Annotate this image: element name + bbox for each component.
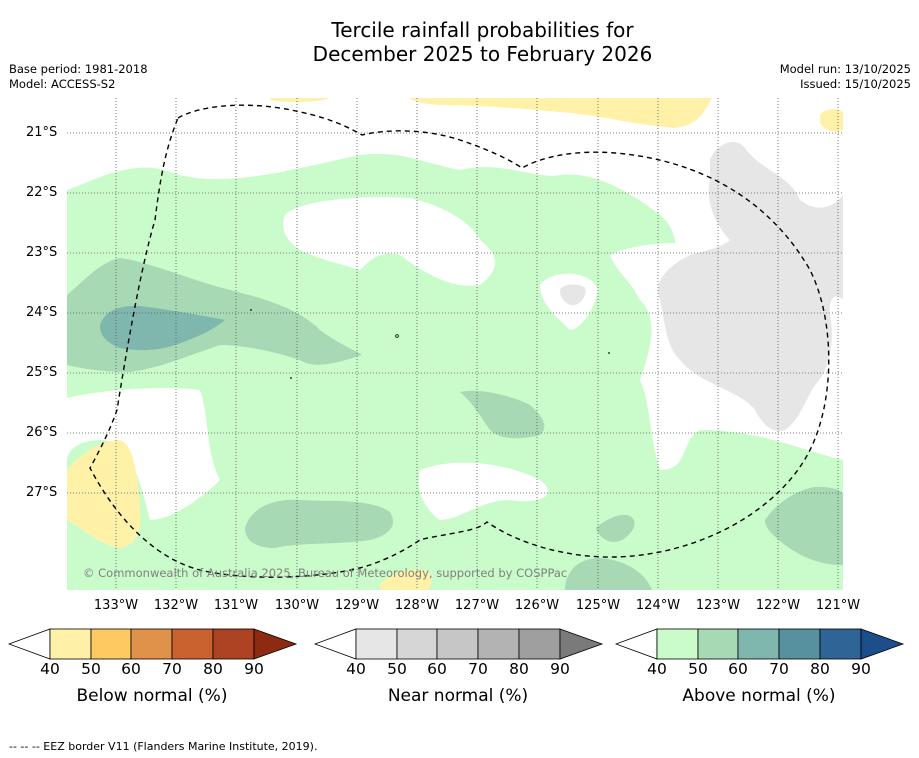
model-run: Model run: 13/10/2025 [779,62,911,76]
above-tick-60: 60 [728,660,748,678]
below-normal-40-north [270,98,712,128]
island-markers [250,309,610,379]
lat-label-25: 25°S [26,365,58,380]
above-normal-bin-3 [737,628,780,660]
above-normal-50-centre [460,390,545,439]
lon-label-131: 131°W [213,598,259,613]
eez-border [89,104,830,578]
below-normal-bin-1 [49,628,92,660]
neutral-patch-south [418,462,549,520]
above-normal-50-east [765,486,843,565]
neutral-patch-north [283,197,495,286]
near-tick-50: 50 [387,660,407,678]
near-normal-bin-3 [436,628,479,660]
run-info: Model run: 13/10/2025 Issued: 15/10/2025 [780,62,911,92]
above-normal-bin-2 [697,628,739,660]
graticule [67,98,843,590]
above-normal-overflow [860,628,905,660]
lon-label-123: 123°W [695,598,741,613]
above-normal-50-bottom [565,558,652,590]
above-tick-40: 40 [647,660,667,678]
above-normal-bin-4 [778,628,821,660]
near-normal-label: Near normal (%) [387,686,529,706]
above-tick-70: 70 [769,660,789,678]
lon-label-125: 125°W [575,598,621,613]
title-line-1: Tercile rainfall probabilities for [331,18,634,42]
near-normal-bin-4 [477,628,520,660]
near-tick-60: 60 [427,660,447,678]
below-normal-40-ne [820,109,843,132]
near-normal-bin-5 [518,628,561,660]
lon-label-130: 130°W [274,598,320,613]
above-normal-underflow [615,628,658,660]
near-tick-70: 70 [468,660,488,678]
issued-date: Issued: 15/10/2025 [800,77,911,91]
below-normal-bin-2 [90,628,132,660]
below-tick-80: 80 [203,660,223,678]
lon-label-128: 128°W [394,598,440,613]
lon-label-126: 126°W [514,598,560,613]
below-tick-40: 40 [40,660,60,678]
above-tick-80: 80 [810,660,830,678]
below-tick-60: 60 [121,660,141,678]
lat-label-24: 24°S [26,305,58,320]
near-normal-40-small [560,284,586,306]
base-period: Base period: 1981-2018 [9,62,148,76]
title-line-2: December 2025 to February 2026 [312,42,653,66]
near-normal-underflow [314,628,357,660]
near-normal-40-east [658,141,843,431]
below-normal-underflow [8,628,51,660]
lon-label-124: 124°W [635,598,681,613]
above-normal-60-west [100,305,225,351]
above-normal-bin-1 [656,628,699,660]
below-normal-bin-4 [171,628,214,660]
above-normal-bin-5 [819,628,862,660]
chart-title: Tercile rainfall probabilities for Decem… [0,18,919,66]
below-normal-label: Below normal (%) [76,686,228,706]
below-tick-50: 50 [81,660,101,678]
above-normal-colorbar [615,628,905,660]
near-normal-bin-1 [355,628,398,660]
above-tick-90: 90 [851,660,871,678]
near-tick-90: 90 [550,660,570,678]
copyright-notice: © Commonwealth of Australia 2025, Bureau… [83,566,568,580]
neutral-patch-southwest [67,387,220,520]
below-normal-bin-5 [212,628,255,660]
near-normal-colorbar [314,628,604,660]
below-tick-90: 90 [244,660,264,678]
lat-label-22: 22°S [26,185,58,200]
above-normal-50-south-east [596,514,635,542]
below-normal-40-south [380,569,432,590]
lon-label-133: 133°W [93,598,139,613]
below-normal-overflow [253,628,298,660]
model-info: Base period: 1981-2018 Model: ACCESS-S2 [9,62,148,92]
above-normal-label: Above normal (%) [682,686,836,706]
lon-label-127: 127°W [454,598,500,613]
eez-footnote: -- -- -- EEZ border V11 (Flanders Marine… [9,740,318,753]
lon-label-132: 132°W [153,598,199,613]
lat-label-21: 21°S [26,125,58,140]
near-tick-40: 40 [346,660,366,678]
below-normal-40-sw [67,440,141,548]
near-normal-bin-2 [396,628,438,660]
near-tick-80: 80 [509,660,529,678]
above-normal-50-south [245,499,394,548]
below-normal-colorbar [8,628,298,660]
lon-label-122: 122°W [755,598,801,613]
model-name: Model: ACCESS-S2 [9,77,116,91]
lon-label-121: 121°W [815,598,861,613]
lat-label-27: 27°S [26,485,58,500]
near-normal-overflow [559,628,604,660]
above-tick-50: 50 [688,660,708,678]
lat-label-23: 23°S [26,245,58,260]
lon-label-129: 129°W [334,598,380,613]
below-normal-bin-3 [130,628,173,660]
below-tick-70: 70 [162,660,182,678]
lat-label-26: 26°S [26,425,58,440]
